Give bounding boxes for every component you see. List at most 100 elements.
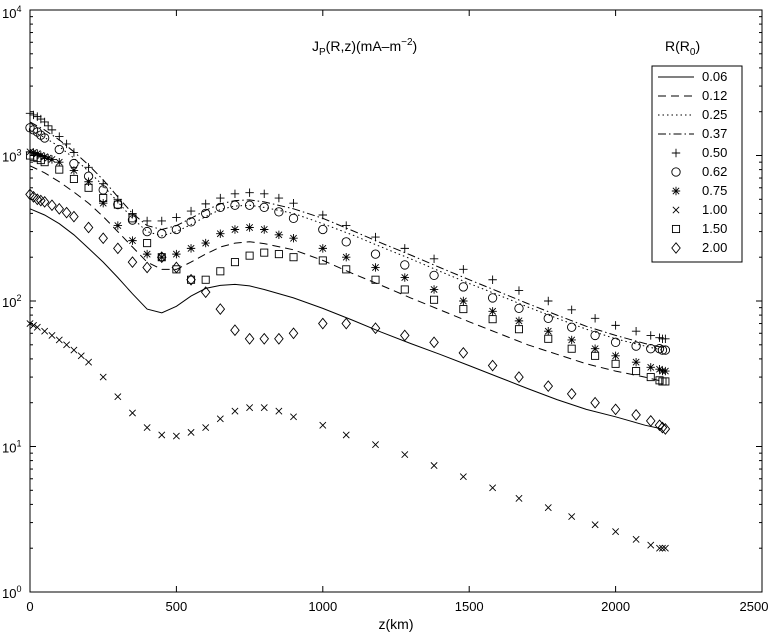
legend-label: 1.00 <box>702 202 727 217</box>
data-point-square <box>84 183 93 192</box>
legend-label: 2.00 <box>702 240 727 255</box>
data-point-asterisk <box>216 229 225 238</box>
data-point-asterisk <box>55 157 64 167</box>
data-point-x <box>290 413 297 421</box>
series-1.00 <box>26 320 669 552</box>
data-point-circle <box>543 313 553 323</box>
x-tick-label: 1000 <box>308 599 337 614</box>
data-point-x <box>319 421 327 429</box>
data-point-circle <box>54 144 64 155</box>
data-point-circle <box>341 237 351 247</box>
x-tick-label: 1500 <box>455 599 484 614</box>
data-point-plus <box>590 314 600 323</box>
series-layer <box>25 109 671 552</box>
data-point-diamond <box>36 194 46 207</box>
legend-label: 0.37 <box>702 126 727 141</box>
data-point-square <box>40 158 49 167</box>
data-point-x <box>401 451 409 459</box>
data-point-diamond <box>631 408 641 421</box>
data-point-asterisk <box>371 263 380 272</box>
data-point-circle <box>370 249 381 259</box>
data-point-plus <box>661 334 670 343</box>
data-point-circle <box>274 207 284 217</box>
data-point-diamond <box>429 336 439 349</box>
data-point-diamond <box>543 380 554 393</box>
data-point-square <box>245 251 254 260</box>
series-0.25 <box>29 129 663 351</box>
series-1.50 <box>25 151 670 386</box>
data-point-diamond <box>654 419 665 432</box>
data-point-x <box>48 331 56 339</box>
legend-label: 0.12 <box>702 88 727 103</box>
data-point-asterisk <box>43 153 53 163</box>
data-point-asterisk <box>289 234 298 243</box>
data-point-diamond <box>370 322 381 335</box>
data-point-asterisk <box>142 249 152 259</box>
data-point-circle <box>288 213 299 223</box>
data-point-diamond <box>98 232 108 245</box>
data-point-circle <box>318 224 328 235</box>
data-point-plus <box>201 199 210 209</box>
data-point-square <box>611 359 620 368</box>
data-point-plus <box>99 179 108 188</box>
data-point-square <box>646 373 655 382</box>
data-point-diamond <box>244 332 255 345</box>
data-point-asterisk <box>671 186 681 196</box>
x-tick-label: 0 <box>26 599 33 614</box>
x-axis-ticks <box>29 10 763 592</box>
data-point-asterisk <box>567 335 576 345</box>
data-point-x <box>612 528 620 536</box>
data-point-diamond <box>400 329 410 342</box>
data-point-diamond <box>113 242 123 255</box>
y-tick-label: 100 <box>2 584 21 601</box>
data-point-circle <box>244 200 255 210</box>
data-point-asterisk <box>488 307 497 316</box>
data-point-x <box>246 404 254 412</box>
series-line <box>29 129 663 351</box>
data-point-x <box>672 206 680 214</box>
data-point-square <box>488 315 497 324</box>
data-point-x <box>202 424 210 432</box>
data-point-circle <box>590 330 600 341</box>
data-point-asterisk <box>459 296 468 306</box>
data-point-diamond <box>566 387 577 400</box>
data-point-circle <box>429 270 439 281</box>
data-point-square <box>459 305 468 314</box>
data-point-x <box>33 323 41 331</box>
data-point-asterisk <box>260 225 269 234</box>
data-point-circle <box>186 217 196 227</box>
data-point-x <box>26 320 34 328</box>
data-point-square <box>567 344 576 353</box>
data-point-plus <box>318 210 327 220</box>
data-point-plus <box>230 189 240 199</box>
data-point-diamond <box>514 371 524 383</box>
y-axis-tick-labels: 100 101 102 103 104 <box>2 4 21 601</box>
data-point-plus <box>43 121 53 131</box>
data-point-diamond <box>47 199 57 212</box>
data-point-asterisk <box>172 249 181 259</box>
data-point-x <box>231 407 239 415</box>
data-point-square <box>157 253 166 262</box>
data-point-asterisk <box>69 166 79 175</box>
data-point-diamond <box>200 286 211 299</box>
data-point-square <box>655 376 664 385</box>
data-point-asterisk <box>661 366 670 376</box>
data-point-x <box>85 358 93 366</box>
series-0.06 <box>29 208 663 430</box>
data-point-circle <box>458 282 468 292</box>
data-point-plus <box>172 213 181 222</box>
data-point-x <box>489 484 497 492</box>
data-point-plus <box>646 331 655 340</box>
y-tick-label: 103 <box>2 148 21 165</box>
data-point-x <box>216 415 224 423</box>
data-point-diamond <box>274 332 284 345</box>
legend: 0.06 0.12 0.25 0.37 0.50 0.62 0.75 1.00 … <box>651 65 743 263</box>
data-point-diamond <box>215 303 226 315</box>
data-point-asterisk <box>47 155 57 164</box>
data-point-plus <box>488 275 497 284</box>
data-point-square <box>671 224 681 234</box>
data-point-asterisk <box>186 244 196 253</box>
data-point-plus <box>371 232 380 242</box>
data-point-square <box>430 295 439 304</box>
data-point-square <box>514 325 523 334</box>
